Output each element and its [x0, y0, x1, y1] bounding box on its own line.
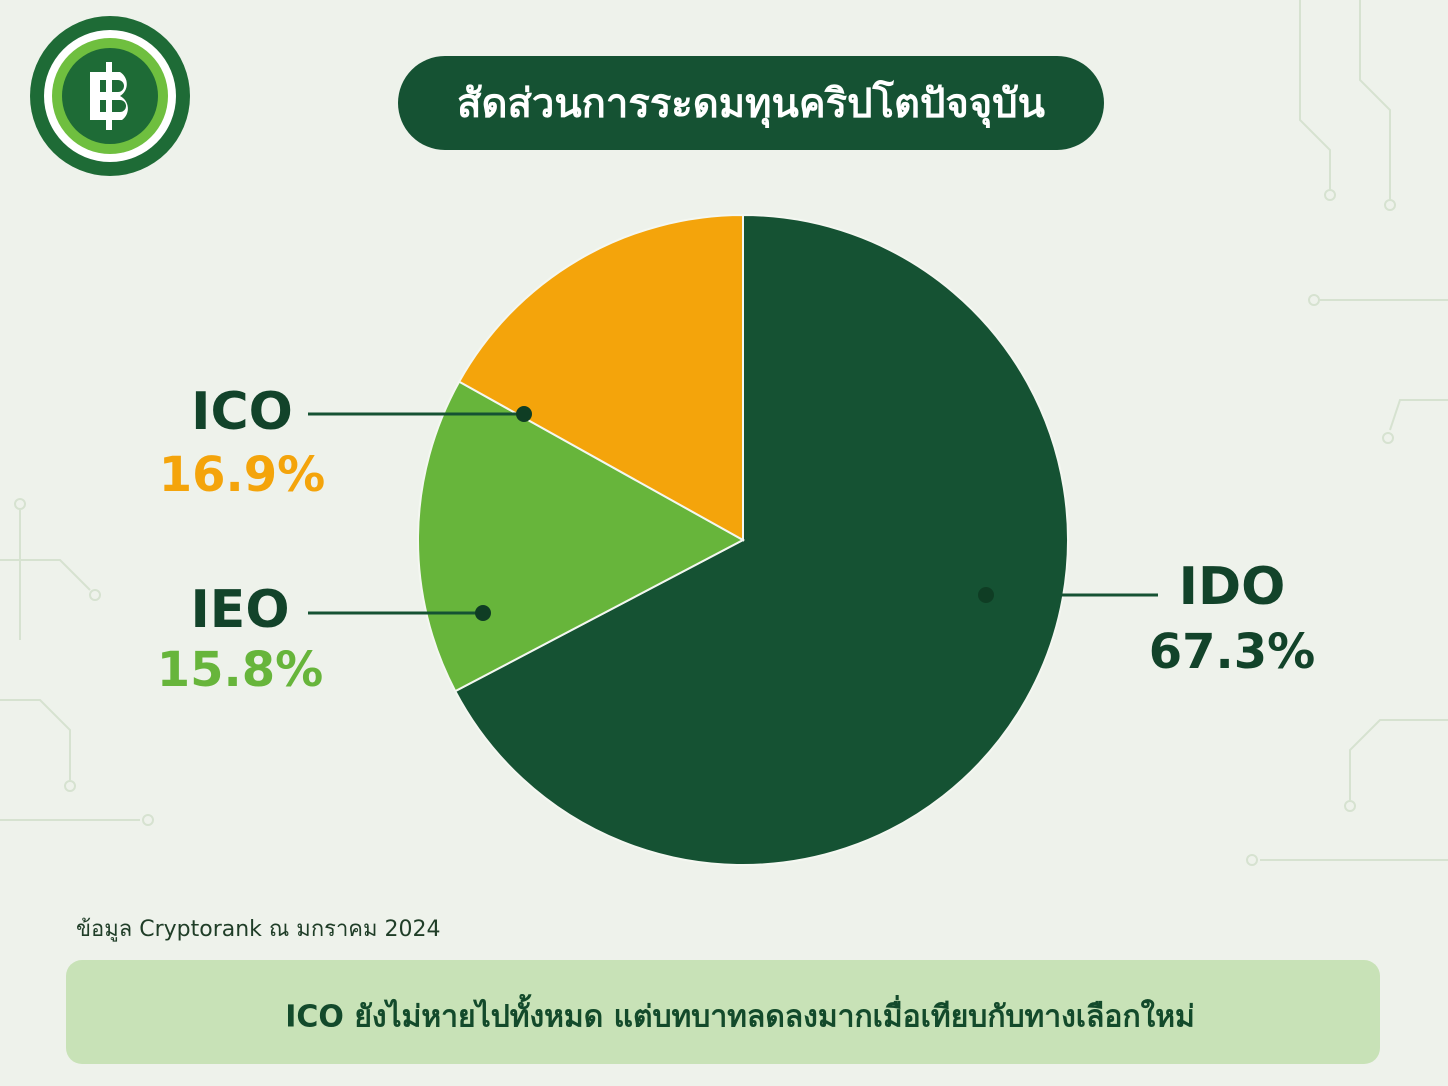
title-pill: [398, 56, 1104, 150]
source-note: ข้อมูล Cryptorank ณ มกราคม 2024: [76, 917, 441, 942]
legend-label: IEO: [190, 580, 289, 640]
annotation-box: [66, 960, 1380, 1064]
leader-dot: [978, 587, 994, 603]
pie-slice: [457, 213, 744, 542]
value-label: 16.9%: [159, 447, 326, 503]
value-label: 15.8%: [157, 642, 324, 698]
value-label: 67.3%: [1149, 624, 1316, 680]
legend-label: ICO: [191, 382, 293, 442]
leader-dot: [516, 406, 532, 422]
pie: [417, 213, 1069, 866]
logo: [30, 16, 190, 176]
annotation: ICO ยังไม่หายไปทั้งหมด แต่บทบาทลดลงมากเม…: [285, 994, 1195, 1035]
pie-slice: [417, 380, 746, 693]
pie-slice: [453, 213, 1069, 866]
leader-dot: [475, 605, 491, 621]
chart-title: สัดส่วนการระดมทุนคริปโตปัจจุบัน: [457, 80, 1045, 129]
circuit-decoration: [0, 0, 1448, 866]
legend-label: IDO: [1179, 557, 1286, 617]
